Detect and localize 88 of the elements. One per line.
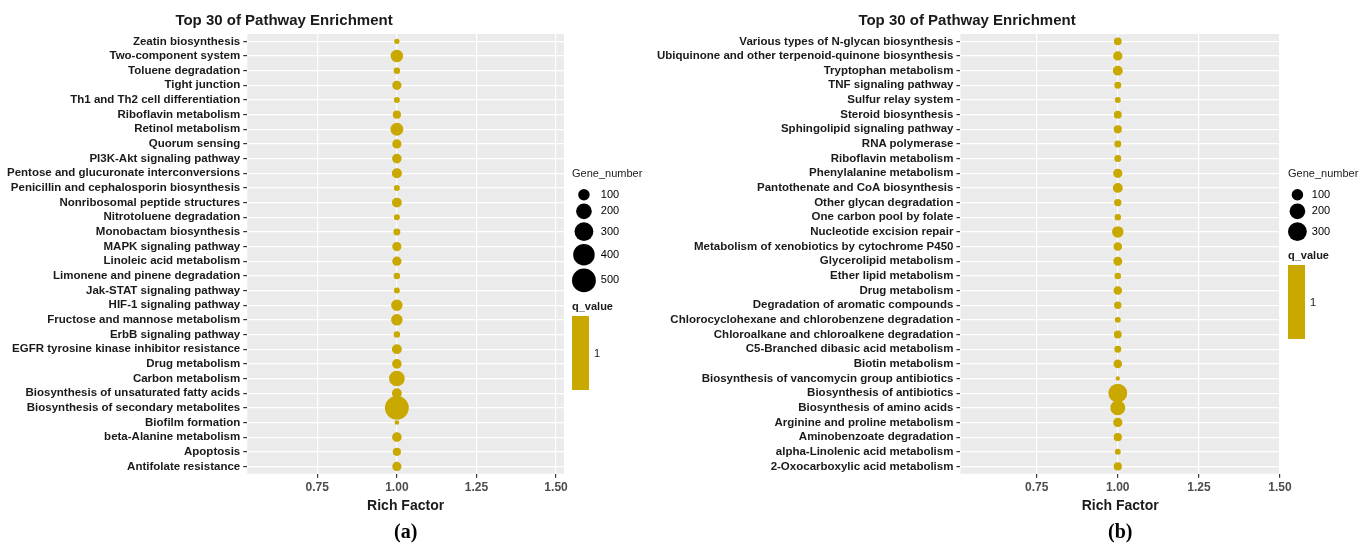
y-tick-label: Tight junction xyxy=(164,78,241,91)
y-tick-label: Biosynthesis of secondary metabolites xyxy=(26,401,241,413)
y-tick-label: Drug metabolism xyxy=(859,283,954,296)
y-tick-label: Various types of N-glycan biosynthesis xyxy=(739,34,954,47)
y-tick-label: Zeatin biosynthesis xyxy=(132,34,241,47)
y-tick-label: Monobactam biosynthesis xyxy=(95,225,241,238)
y-tick-label: Drug metabolism xyxy=(146,357,241,370)
y-tick-label: Th1 and Th2 cell differentiation xyxy=(70,93,241,106)
y-tick-label: Other glycan degradation xyxy=(814,195,954,208)
y-tick-label: Pantothenate and CoA biosynthesis xyxy=(757,181,954,194)
y-tick-label: Steroid biosynthesis xyxy=(840,107,954,120)
y-tick-label: Two-component system xyxy=(109,49,241,62)
y-tick-label: Nonribosomal peptide structures xyxy=(59,195,241,208)
legend-label: 300 xyxy=(600,224,620,237)
y-tick-label: Phenylalanine metabolism xyxy=(809,166,954,179)
x-axis-title: Rich Factor xyxy=(367,497,445,514)
y-tick-label: Glycerolipid metabolism xyxy=(819,254,954,267)
color-bar-title: q_value xyxy=(572,300,613,313)
y-tick-label: Arginine and proline metabolism xyxy=(774,415,954,428)
x-tick-label: 0.75 xyxy=(1025,480,1049,495)
x-tick-label: 1.25 xyxy=(464,480,489,495)
y-tick-label: HIF-1 signaling pathway xyxy=(108,298,241,311)
y-tick-label: alpha-Linolenic acid metabolism xyxy=(775,444,954,457)
y-tick-label: Biosynthesis of unsaturated fatty acids xyxy=(25,386,241,399)
y-tick-label: Aminobenzoate degradation xyxy=(798,430,954,443)
y-tick-label: Retinol metabolism xyxy=(134,122,241,135)
legend-label: 500 xyxy=(600,273,620,286)
y-tick-label: 2-Oxocarboxylic acid metabolism xyxy=(770,459,954,472)
y-tick-label: Ubiquinone and other terpenoid-quinone biosynthesis xyxy=(656,49,954,62)
y-tick-label: Linoleic acid metabolism xyxy=(103,254,241,267)
y-tick-label: Biosynthesis of amino acids xyxy=(798,401,954,413)
y-tick-label: Carbon metabolism xyxy=(132,371,241,384)
y-tick-label: Riboflavin metabolism xyxy=(117,107,241,120)
text: (a) xyxy=(393,520,418,543)
y-tick-label: Biotin metabolism xyxy=(853,357,954,370)
y-tick-label: Ether lipid metabolism xyxy=(830,269,954,282)
y-tick-label: Antifolate resistance xyxy=(127,459,241,472)
y-tick-label: Metabolism of xenobiotics by cytochrome P450 xyxy=(693,239,954,252)
y-tick-label: PI3K-Akt signaling pathway xyxy=(89,151,241,164)
legend-label: 400 xyxy=(600,247,620,260)
x-tick-label: 1.50 xyxy=(1268,480,1292,495)
legend-label: 100 xyxy=(600,187,620,200)
legend-label: 100 xyxy=(1311,187,1331,200)
y-tick-label: Biosynthesis of antibiotics xyxy=(807,386,954,399)
y-tick-label: RNA polymerase xyxy=(861,137,954,150)
x-tick-label: 1.00 xyxy=(385,480,409,495)
y-tick-label: C5-Branched dibasic acid metabolism xyxy=(745,342,954,355)
y-tick-label: Limonene and pinene degradation xyxy=(53,269,241,282)
y-tick-label: beta-Alanine metabolism xyxy=(104,430,241,443)
legend-title: Gene_number xyxy=(1288,167,1359,180)
legend-label: 300 xyxy=(1311,224,1331,237)
y-tick-label: Riboflavin metabolism xyxy=(830,151,954,164)
x-tick-label: 1.25 xyxy=(1187,480,1211,495)
y-tick-label: Quorum sensing xyxy=(148,137,241,150)
y-tick-label: Chloroalkane and chloroalkene degradation xyxy=(713,327,954,340)
y-tick-label: Sphingolipid signaling pathway xyxy=(780,122,955,135)
y-tick-label: One carbon pool by folate xyxy=(811,210,954,223)
chart-title: Top 30 of Pathway Enrichment xyxy=(175,11,393,29)
y-tick-label: Toluene degradation xyxy=(128,63,241,76)
y-tick-label: Tryptophan metabolism xyxy=(823,63,954,76)
legend-label: 200 xyxy=(1311,204,1331,217)
y-tick-label: ErbB signaling pathway xyxy=(109,327,241,340)
y-tick-label: Fructose and mannose metabolism xyxy=(47,313,241,326)
y-tick-label: Nucleotide excision repair xyxy=(810,225,954,238)
text: (b) xyxy=(1108,520,1133,543)
x-tick-label: 1.50 xyxy=(544,480,569,495)
y-tick-label: Biofilm formation xyxy=(145,415,241,428)
y-tick-label: Chlorocyclohexane and chlorobenzene degradation xyxy=(670,313,954,326)
y-tick-label: EGFR tyrosine kinase inhibitor resistance xyxy=(12,342,241,355)
y-tick-label: Pentose and glucuronate interconversions xyxy=(7,166,241,179)
color-bar-title: q_value xyxy=(1288,248,1329,261)
x-tick-label: 1.00 xyxy=(1106,480,1130,495)
y-tick-label: Jak-STAT signaling pathway xyxy=(86,283,241,296)
y-tick-label: Penicillin and cephalosporin biosynthesis xyxy=(10,181,241,194)
y-tick-label: Biosynthesis of vancomycin group antibiotics xyxy=(701,371,954,384)
y-tick-label: Nitrotoluene degradation xyxy=(103,210,241,223)
y-tick-label: MAPK signaling pathway xyxy=(103,239,241,252)
y-tick-label: Sulfur relay system xyxy=(847,93,954,106)
y-tick-label: Degradation of aromatic compounds xyxy=(752,298,954,311)
legend-label: 200 xyxy=(600,204,620,217)
x-axis-title: Rich Factor xyxy=(1081,497,1160,514)
y-tick-label: TNF signaling pathway xyxy=(828,78,955,91)
legend-title: Gene_number xyxy=(572,167,643,180)
y-tick-label: Apoptosis xyxy=(184,444,241,457)
text: 1 xyxy=(594,346,601,361)
chart-title: Top 30 of Pathway Enrichment xyxy=(858,11,1076,29)
x-tick-label: 0.75 xyxy=(305,480,330,495)
text: 1 xyxy=(1310,294,1317,309)
